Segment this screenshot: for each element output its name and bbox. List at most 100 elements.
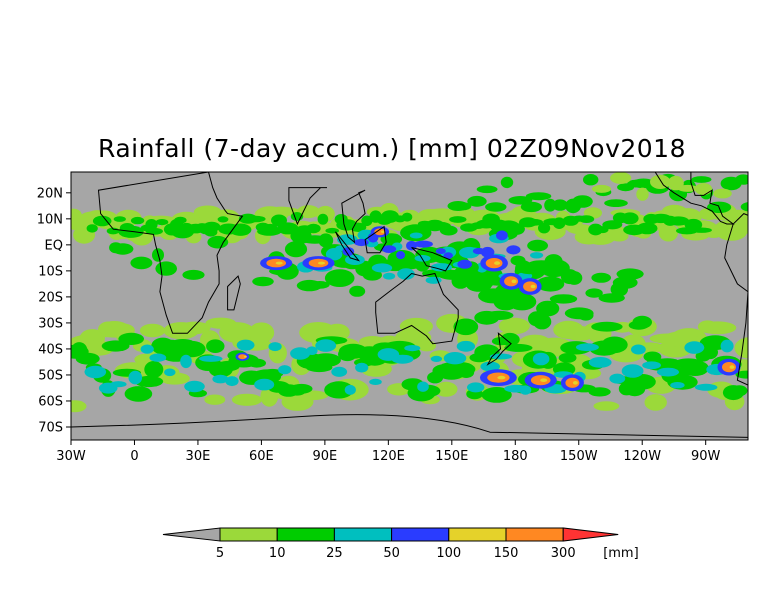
rain-area xyxy=(729,365,735,369)
lon-tick-label: 60E xyxy=(249,449,274,464)
borneo-coastline xyxy=(364,225,387,254)
rain-area xyxy=(401,212,413,222)
rain-area xyxy=(180,354,192,369)
rain-area xyxy=(140,344,154,354)
rain-area xyxy=(331,366,348,377)
rain-area xyxy=(572,195,593,208)
rain-area xyxy=(409,232,423,239)
rain-area xyxy=(453,318,479,336)
rain-area xyxy=(257,227,282,236)
rain-area xyxy=(92,215,112,227)
rain-area xyxy=(504,343,533,352)
rain-area xyxy=(204,394,226,405)
colorbar-unit: [mm] xyxy=(603,546,638,561)
rain-area xyxy=(315,339,337,352)
colorbar-tick-label: 50 xyxy=(383,546,400,561)
longitude-axis: 30W 0 30E 60E 90E 120E 150E 180 150W 120W 90W xyxy=(56,440,721,464)
rain-area xyxy=(480,361,501,372)
rain-area xyxy=(485,202,507,212)
colorbar-tick-label: 150 xyxy=(494,546,519,561)
rain-area xyxy=(149,353,167,362)
rain-area xyxy=(691,176,712,183)
lon-tick-label: 150E xyxy=(435,449,468,464)
rain-area xyxy=(658,223,679,242)
rain-area xyxy=(621,212,639,225)
rain-area xyxy=(317,213,329,225)
rain-area xyxy=(86,224,98,233)
rain-area xyxy=(604,199,628,208)
rain-area xyxy=(578,215,595,224)
madagascar-coastline xyxy=(227,275,241,311)
rain-area xyxy=(670,382,685,389)
rain-area xyxy=(588,223,603,236)
rain-area xyxy=(736,215,748,234)
rain-area xyxy=(451,273,470,289)
rain-area xyxy=(588,387,611,397)
rain-area xyxy=(489,353,512,360)
rain-area xyxy=(383,272,396,280)
rain-area xyxy=(204,227,218,237)
rain-area xyxy=(694,383,718,391)
rain-area xyxy=(217,216,229,223)
rain-area xyxy=(337,234,358,245)
rain-area xyxy=(553,217,566,229)
rain-area xyxy=(381,245,397,254)
south-america-coastline xyxy=(724,213,748,386)
rain-area xyxy=(113,216,126,222)
rain-area xyxy=(443,352,467,365)
lat-tick-label: 20S xyxy=(38,290,63,305)
rain-area xyxy=(182,269,205,280)
rain-area xyxy=(155,219,169,226)
colorbar-tick-label: 25 xyxy=(326,546,343,561)
rain-area xyxy=(275,261,283,265)
rain-area xyxy=(458,367,475,378)
rain-area xyxy=(417,381,429,392)
rain-area xyxy=(536,300,560,317)
rain-area xyxy=(325,248,343,261)
rain-area xyxy=(112,243,134,255)
rain-area xyxy=(414,240,433,248)
rain-area xyxy=(591,272,611,283)
rain-area xyxy=(523,281,538,292)
rain-area xyxy=(236,339,255,351)
rain-area xyxy=(677,184,698,192)
rain-area xyxy=(507,293,537,311)
rain-area xyxy=(713,188,732,199)
rain-area xyxy=(268,342,282,352)
rain-area xyxy=(184,380,205,393)
rain-area xyxy=(344,384,356,395)
rain-area xyxy=(84,365,107,379)
rain-area xyxy=(290,347,311,360)
australia-coastline xyxy=(375,272,459,345)
rain-area xyxy=(691,227,712,233)
rain-area xyxy=(397,268,415,280)
colorbar-bin xyxy=(219,527,278,542)
lon-tick-label: 120E xyxy=(372,449,405,464)
rain-area xyxy=(243,355,247,358)
map-border xyxy=(70,171,749,441)
rain-area xyxy=(610,172,632,184)
colorbar-tick-label: 300 xyxy=(551,546,576,561)
colorbar-tick-label: 100 xyxy=(436,546,461,561)
rain-area xyxy=(524,218,544,226)
rain-area xyxy=(371,263,393,273)
lon-tick-label: 90W xyxy=(691,449,721,464)
rain-area xyxy=(519,385,532,395)
rain-area xyxy=(207,235,229,249)
rain-area xyxy=(130,216,145,225)
rain-area xyxy=(435,248,446,255)
rain-area xyxy=(404,345,421,352)
rain-area xyxy=(720,339,734,353)
rain-area xyxy=(504,276,519,287)
lon-tick-label: 30E xyxy=(186,449,211,464)
lat-tick-label: 30S xyxy=(38,316,63,331)
rain-area xyxy=(391,354,414,364)
rain-area xyxy=(735,174,748,185)
rain-area xyxy=(694,183,713,195)
rain-area xyxy=(128,370,143,385)
rain-area xyxy=(399,317,433,335)
colorbar-bin xyxy=(505,527,564,542)
rain-area xyxy=(506,245,521,255)
lat-tick-label: 20N xyxy=(37,186,63,201)
rain-area xyxy=(498,317,530,335)
